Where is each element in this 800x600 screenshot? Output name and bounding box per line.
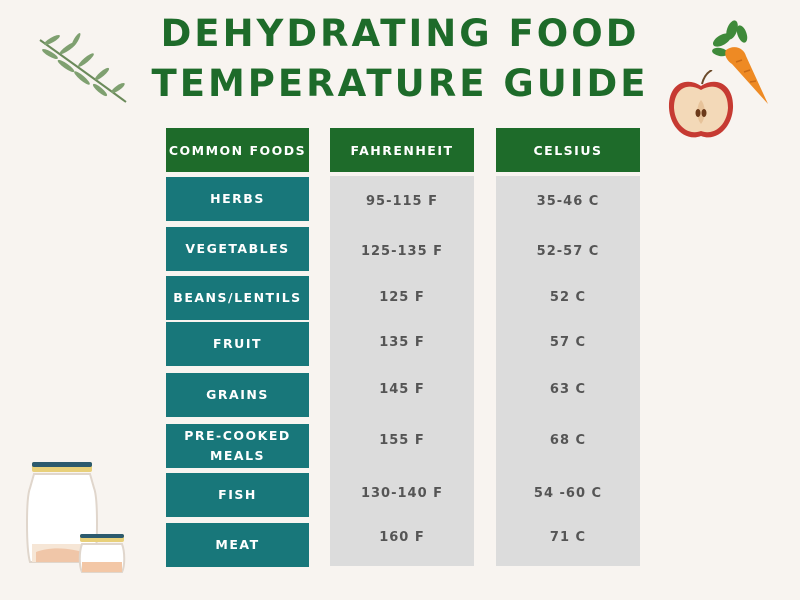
celsius-vegetables: 52-57 C: [536, 243, 600, 259]
food-vegetables: VEGETABLES: [166, 227, 309, 271]
fahrenheit-vegetables: 125-135 F: [360, 243, 444, 259]
celsius-herbs: 35-46 C: [536, 193, 600, 209]
fahrenheit-pre-cooked-meals: 155 F: [379, 432, 425, 448]
celsius-grains: 63 C: [549, 381, 587, 397]
header-fahrenheit: FAHRENHEIT: [330, 128, 474, 172]
header-common-foods: COMMON FOODS: [166, 128, 309, 172]
food-grains: GRAINS: [166, 373, 309, 417]
food-fish: FISH: [166, 473, 309, 517]
fahrenheit-meat: 160 F: [379, 529, 425, 545]
food-pre-cooked-meals: PRE-COOKED MEALS: [166, 424, 309, 468]
fahrenheit-grains: 145 F: [379, 381, 425, 397]
fahrenheit-panel: [330, 176, 474, 566]
apple-half-icon: [668, 70, 734, 138]
fahrenheit-fruit: 135 F: [379, 334, 425, 350]
fahrenheit-fish: 130-140 F: [360, 485, 444, 501]
food-meat: MEAT: [166, 523, 309, 567]
herb-sprig-icon: [39, 32, 127, 103]
celsius-pre-cooked-meals: 68 C: [549, 432, 587, 448]
food-fruit: FRUIT: [166, 322, 309, 366]
celsius-beans-lentils: 52 C: [549, 289, 587, 305]
carrot-icon: [712, 20, 768, 104]
header-celsius: CELSIUS: [496, 128, 640, 172]
celsius-meat: 71 C: [549, 529, 587, 545]
celsius-panel: [496, 176, 640, 566]
celsius-fruit: 57 C: [549, 334, 587, 350]
fahrenheit-herbs: 95-115 F: [365, 193, 439, 209]
jars-icon: [26, 462, 126, 573]
celsius-fish: 54 -60 C: [533, 485, 603, 501]
food-herbs: HERBS: [166, 177, 309, 221]
food-beans-lentils: BEANS/LENTILS: [166, 276, 309, 320]
fahrenheit-beans-lentils: 125 F: [379, 289, 425, 305]
title-line-1: DEHYDRATING FOOD: [160, 12, 640, 55]
title-line-2: TEMPERATURE GUIDE: [151, 62, 649, 105]
